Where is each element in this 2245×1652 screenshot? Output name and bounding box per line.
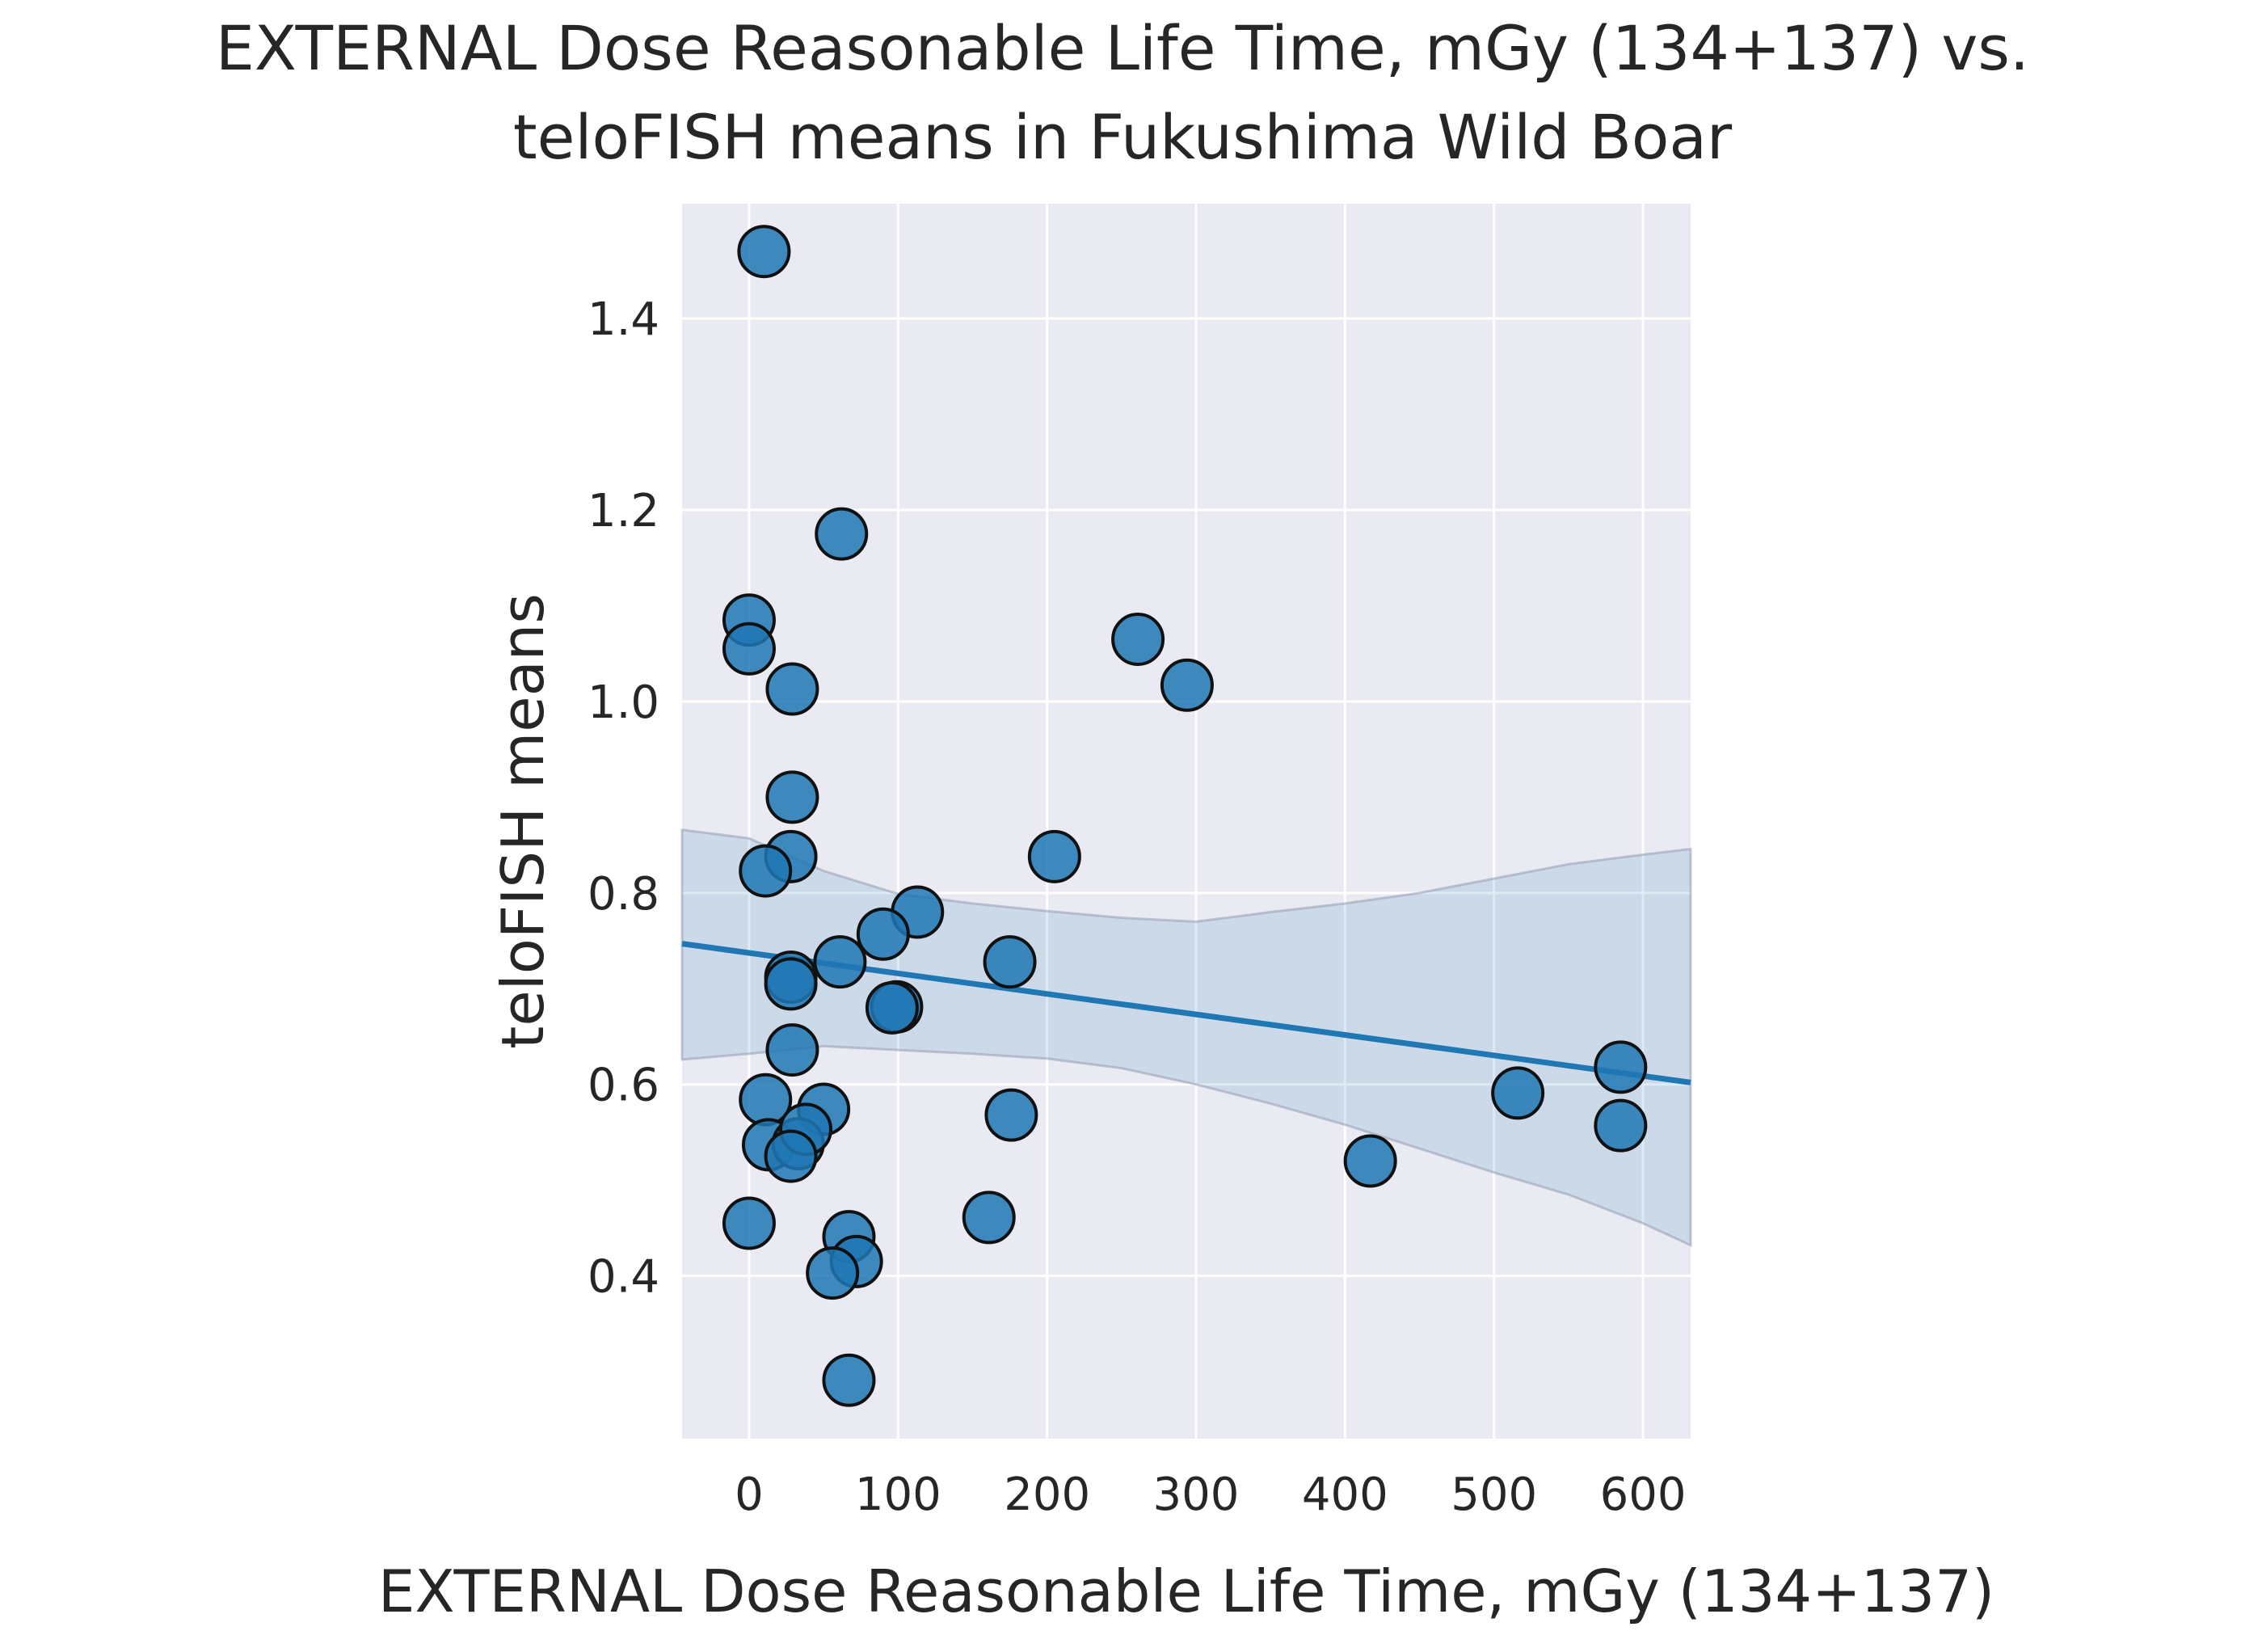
scatter-point <box>962 1191 1016 1245</box>
data-points <box>722 225 1648 1407</box>
scatter-point <box>765 662 819 716</box>
y-tick-label: 1.4 <box>588 293 659 346</box>
x-tick-label: 300 <box>1153 1469 1240 1521</box>
scatter-point <box>856 907 910 961</box>
scatter-point <box>1027 829 1081 883</box>
chart-title: EXTERNAL Dose Reasonable Life Time, mGy … <box>216 12 2029 173</box>
scatter-point <box>865 980 919 1035</box>
scatter-point <box>722 1196 776 1250</box>
x-tick-label: 200 <box>1004 1469 1090 1521</box>
x-tick-label: 400 <box>1302 1469 1388 1521</box>
y-axis-ticks: 0.4 0.6 0.8 1.0 1.2 1.4 <box>588 293 659 1303</box>
scatter-point <box>722 622 776 676</box>
scatter-point <box>1594 1040 1648 1094</box>
scatter-point <box>737 225 791 279</box>
scatter-point <box>984 1088 1038 1142</box>
scatter-point <box>1160 658 1214 712</box>
scatter-point <box>806 1246 860 1300</box>
y-tick-label: 1.2 <box>588 485 659 537</box>
y-tick-label: 0.6 <box>588 1060 659 1112</box>
scatter-point <box>764 1129 818 1183</box>
scatter-point <box>1491 1066 1545 1120</box>
confidence-band-area <box>680 828 1692 1248</box>
scatter-point <box>765 1023 819 1077</box>
x-axis-label: EXTERNAL Dose Reasonable Life Time, mGy … <box>378 1557 1994 1625</box>
scatter-point <box>1111 612 1165 666</box>
chart-title-line-1: EXTERNAL Dose Reasonable Life Time, mGy … <box>216 12 2029 84</box>
scatter-point <box>1343 1134 1397 1188</box>
y-axis-label: teloFISH means <box>489 593 557 1049</box>
x-tick-label: 100 <box>855 1469 941 1521</box>
scatter-point <box>813 935 867 989</box>
scatter-point <box>739 844 793 898</box>
y-tick-label: 1.0 <box>588 676 659 729</box>
scatter-point <box>765 770 819 824</box>
chart-title-line-2: teloFISH means in Fukushima Wild Boar <box>513 101 1733 173</box>
x-tick-label: 0 <box>735 1469 764 1521</box>
confidence-band <box>680 828 1692 1248</box>
scatter-point <box>983 935 1037 989</box>
scatter-point <box>1594 1098 1648 1153</box>
scatter-point <box>822 1353 876 1407</box>
x-tick-label: 600 <box>1600 1469 1687 1521</box>
y-tick-label: 0.4 <box>588 1251 659 1304</box>
x-tick-label: 500 <box>1451 1469 1537 1521</box>
scatter-point <box>764 957 818 1011</box>
y-tick-label: 0.8 <box>588 868 659 921</box>
scatter-point <box>815 507 869 561</box>
x-axis-ticks: 0 100 200 300 400 500 600 <box>735 1469 1686 1521</box>
